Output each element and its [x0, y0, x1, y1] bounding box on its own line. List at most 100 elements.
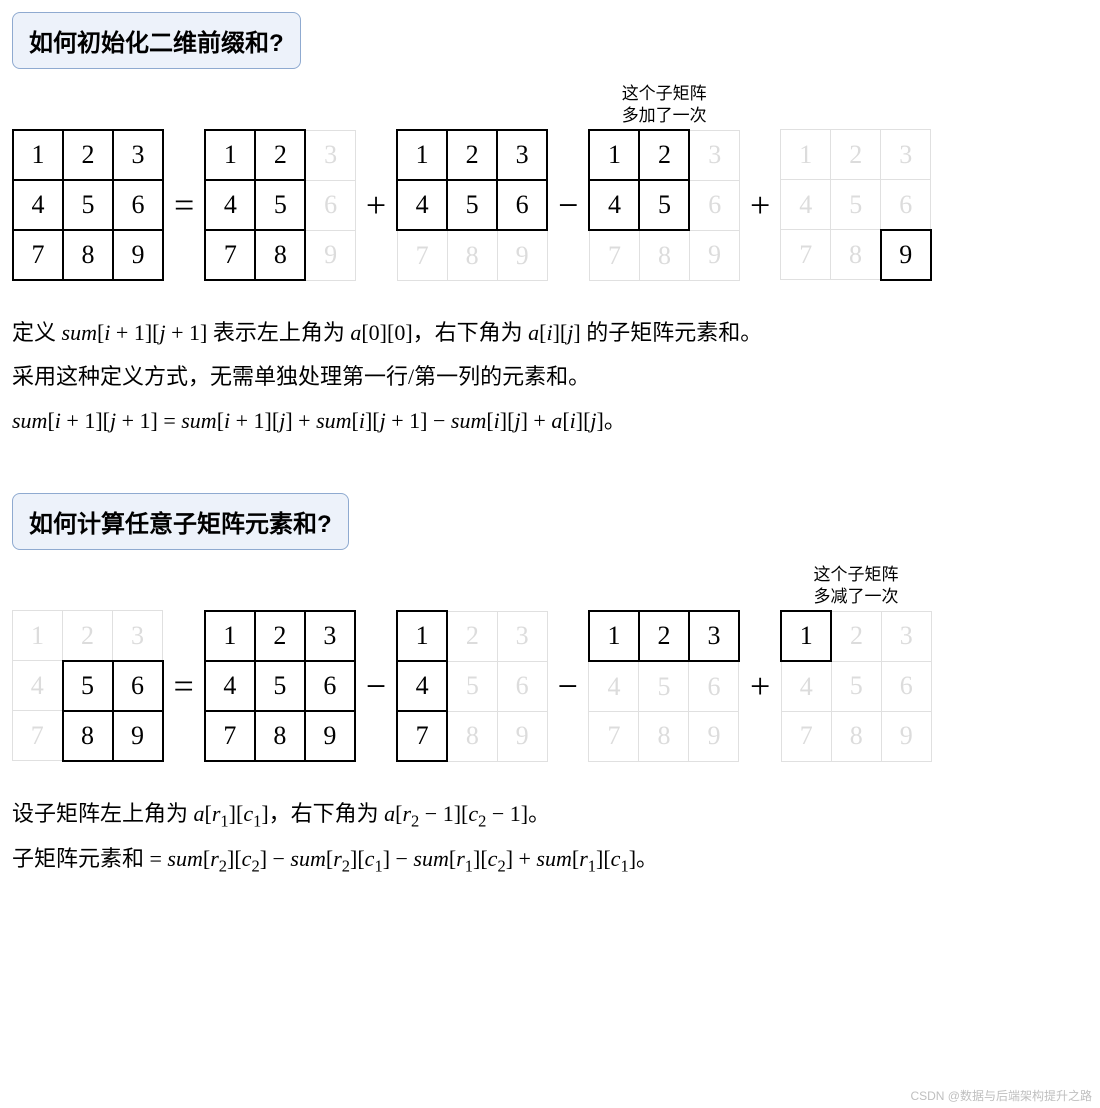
matrix-term: .123456789: [204, 564, 356, 762]
matrix-cell: 9: [881, 230, 931, 280]
body-line: sum[i + 1][j + 1] = sum[i + 1][j] + sum[…: [12, 399, 1088, 443]
operator: −: [556, 665, 580, 707]
matrix-cell: 4: [205, 180, 255, 230]
matrix-cell: 5: [831, 661, 881, 711]
matrix-cell: 1: [397, 130, 447, 180]
matrix-cell: 8: [639, 230, 689, 280]
matrix-grid: 123456789: [780, 610, 932, 762]
matrix-cell: 7: [397, 230, 447, 280]
matrix-cell: 5: [639, 661, 689, 711]
body-text-2: 设子矩阵左上角为 a[r1][c1]，右下角为 a[r2 − 1][c2 − 1…: [12, 792, 1088, 883]
section-init-prefix-sum: 如何初始化二维前缀和? .123456789.=.123456789.+.123…: [12, 12, 1088, 443]
matrix-term: .123456789: [204, 83, 356, 281]
matrix-cell: 5: [255, 661, 305, 711]
matrix-cell: 4: [13, 661, 63, 711]
matrix-cell: 9: [113, 711, 163, 761]
body-text-1: 定义 sum[i + 1][j + 1] 表示左上角为 a[0][0]，右下角为…: [12, 311, 1088, 443]
matrix-cell: 5: [63, 180, 113, 230]
matrix-grid: 123456789: [204, 610, 356, 762]
operator: +: [748, 665, 772, 707]
matrix-cell: 8: [255, 230, 305, 280]
matrix-cell: 9: [497, 230, 547, 280]
body-line: 子矩阵元素和 = sum[r2][c2] − sum[r2][c1] − sum…: [12, 837, 1088, 882]
matrix-annotation: 这个子矩阵 多加了一次: [622, 83, 707, 125]
matrix-cell: 2: [447, 611, 497, 661]
operator: =: [172, 665, 196, 707]
matrix-grid: 123456789: [396, 610, 548, 762]
matrix-cell: 6: [881, 661, 931, 711]
matrix-cell: 7: [781, 711, 831, 761]
matrix-cell: 6: [113, 180, 163, 230]
matrix-cell: 4: [589, 661, 639, 711]
matrix-cell: 2: [255, 611, 305, 661]
matrix-term: .123456789: [588, 564, 740, 762]
matrix-cell: 1: [589, 611, 639, 661]
matrix-grid: 123456789: [396, 129, 548, 281]
matrix-grid: 123456789: [12, 610, 164, 762]
matrix-term: 这个子矩阵 多减了一次123456789: [780, 564, 932, 762]
section2-title: 如何计算任意子矩阵元素和?: [12, 493, 349, 550]
matrix-cell: 9: [305, 230, 355, 280]
matrix-cell: 3: [497, 611, 547, 661]
matrix-cell: 4: [781, 180, 831, 230]
operator: +: [748, 184, 772, 226]
matrix-cell: 6: [497, 661, 547, 711]
matrix-cell: 7: [781, 230, 831, 280]
matrix-cell: 2: [447, 130, 497, 180]
matrix-cell: 7: [589, 711, 639, 761]
matrix-cell: 8: [447, 711, 497, 761]
matrix-cell: 5: [639, 180, 689, 230]
matrix-cell: 9: [305, 711, 355, 761]
matrix-annotation: 这个子矩阵 多减了一次: [814, 564, 899, 606]
matrix-cell: 1: [205, 130, 255, 180]
matrix-cell: 8: [63, 711, 113, 761]
matrix-cell: 7: [13, 230, 63, 280]
matrix-cell: 3: [305, 611, 355, 661]
matrix-cell: 8: [831, 230, 881, 280]
watermark: CSDN @数据与后端架构提升之路: [910, 1087, 1092, 1104]
matrix-cell: 8: [447, 230, 497, 280]
matrix-cell: 1: [397, 611, 447, 661]
operator: −: [364, 665, 388, 707]
matrix-cell: 1: [13, 611, 63, 661]
matrix-cell: 7: [589, 230, 639, 280]
matrix-cell: 3: [881, 130, 931, 180]
body-line: 设子矩阵左上角为 a[r1][c1]，右下角为 a[r2 − 1][c2 − 1…: [12, 792, 1088, 837]
matrix-cell: 8: [639, 711, 689, 761]
matrix-cell: 2: [63, 611, 113, 661]
matrix-cell: 5: [831, 180, 881, 230]
matrix-grid: 123456789: [204, 129, 356, 281]
matrix-cell: 7: [13, 711, 63, 761]
section1-title: 如何初始化二维前缀和?: [12, 12, 301, 69]
matrix-cell: 1: [781, 611, 831, 661]
matrix-cell: 7: [205, 230, 255, 280]
matrix-cell: 3: [689, 611, 739, 661]
matrix-cell: 3: [113, 130, 163, 180]
matrix-cell: 2: [639, 611, 689, 661]
matrix-term: .123456789: [396, 83, 548, 281]
matrix-cell: 9: [497, 711, 547, 761]
matrix-cell: 6: [497, 180, 547, 230]
matrix-cell: 6: [689, 661, 739, 711]
matrix-cell: 5: [447, 180, 497, 230]
matrix-cell: 3: [689, 130, 739, 180]
matrix-cell: 5: [447, 661, 497, 711]
matrix-cell: 9: [113, 230, 163, 280]
equation-row-1: .123456789.=.123456789.+.123456789.−这个子矩…: [12, 83, 1088, 281]
body-line: 采用这种定义方式，无需单独处理第一行/第一列的元素和。: [12, 355, 1088, 399]
matrix-cell: 2: [639, 130, 689, 180]
matrix-cell: 2: [63, 130, 113, 180]
matrix-cell: 4: [13, 180, 63, 230]
matrix-grid: 123456789: [588, 610, 740, 762]
matrix-cell: 3: [113, 611, 163, 661]
matrix-term: .123456789: [12, 83, 164, 281]
matrix-grid: 123456789: [588, 129, 740, 281]
matrix-cell: 1: [781, 130, 831, 180]
matrix-cell: 8: [831, 711, 881, 761]
matrix-cell: 6: [305, 180, 355, 230]
matrix-cell: 9: [689, 711, 739, 761]
matrix-cell: 7: [397, 711, 447, 761]
matrix-term: .123456789: [396, 564, 548, 762]
body-line: 定义 sum[i + 1][j + 1] 表示左上角为 a[0][0]，右下角为…: [12, 311, 1088, 355]
matrix-cell: 2: [831, 611, 881, 661]
